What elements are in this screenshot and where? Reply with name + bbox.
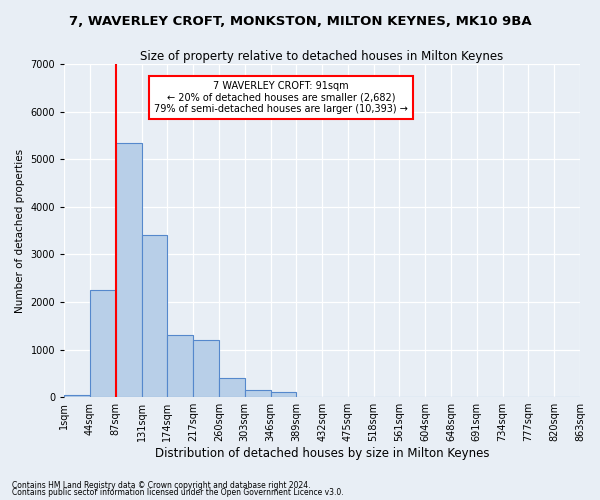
Bar xyxy=(193,340,219,397)
Text: Contains HM Land Registry data © Crown copyright and database right 2024.: Contains HM Land Registry data © Crown c… xyxy=(12,480,311,490)
Bar xyxy=(167,336,193,397)
X-axis label: Distribution of detached houses by size in Milton Keynes: Distribution of detached houses by size … xyxy=(155,447,490,460)
Bar xyxy=(116,142,142,397)
Bar xyxy=(90,290,116,397)
Text: Contains public sector information licensed under the Open Government Licence v3: Contains public sector information licen… xyxy=(12,488,344,497)
Bar xyxy=(271,392,296,397)
Bar xyxy=(245,390,271,397)
Text: 7, WAVERLEY CROFT, MONKSTON, MILTON KEYNES, MK10 9BA: 7, WAVERLEY CROFT, MONKSTON, MILTON KEYN… xyxy=(68,15,532,28)
Y-axis label: Number of detached properties: Number of detached properties xyxy=(15,148,25,312)
Text: 7 WAVERLEY CROFT: 91sqm
← 20% of detached houses are smaller (2,682)
79% of semi: 7 WAVERLEY CROFT: 91sqm ← 20% of detache… xyxy=(154,81,408,114)
Bar xyxy=(219,378,245,397)
Title: Size of property relative to detached houses in Milton Keynes: Size of property relative to detached ho… xyxy=(140,50,504,63)
Bar xyxy=(142,236,167,397)
Bar xyxy=(64,394,90,397)
